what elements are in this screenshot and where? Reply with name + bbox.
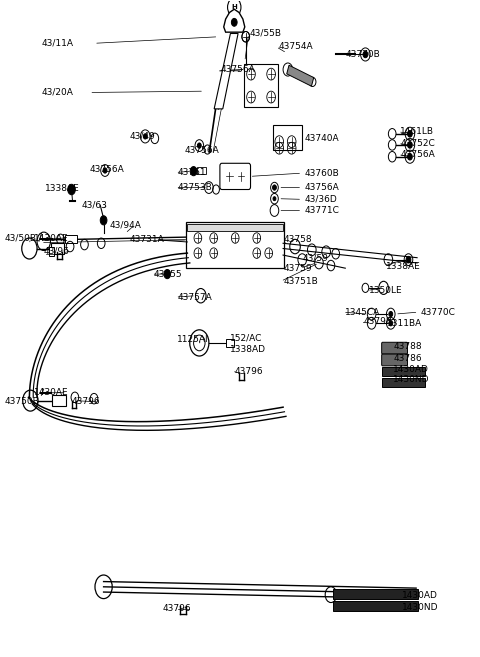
Text: 43/49: 43/49 [130, 132, 156, 141]
Text: 43751B: 43751B [283, 277, 318, 286]
Circle shape [144, 134, 147, 139]
Text: 43740A: 43740A [305, 134, 339, 143]
Text: 43757A: 43757A [178, 292, 213, 302]
Bar [48, 247, 54, 256]
Text: 43796: 43796 [234, 367, 263, 376]
Text: 1350LE: 1350LE [369, 286, 403, 295]
Circle shape [381, 344, 386, 352]
Text: 43798: 43798 [363, 317, 392, 327]
Text: 43/63: 43/63 [82, 201, 108, 210]
Text: 43/96: 43/96 [44, 246, 70, 256]
Text: 43760B: 43760B [305, 169, 339, 177]
Text: H: H [231, 4, 237, 11]
Text: 1338AD: 1338AD [229, 345, 265, 354]
Text: 43756A: 43756A [305, 183, 339, 192]
Text: 43756A: 43756A [89, 166, 124, 174]
Bar [197, 168, 205, 173]
Bar [187, 223, 283, 231]
Circle shape [68, 184, 75, 194]
Text: 1430AD: 1430AD [402, 591, 438, 600]
Text: 43788: 43788 [393, 342, 422, 351]
FancyBboxPatch shape [220, 164, 251, 189]
FancyBboxPatch shape [333, 600, 418, 611]
Bar [244, 64, 278, 107]
Circle shape [363, 51, 368, 58]
Circle shape [273, 185, 276, 190]
Text: 43771C: 43771C [305, 206, 339, 215]
Text: 1338AE: 1338AE [386, 261, 421, 271]
Text: 43754A: 43754A [278, 42, 313, 51]
Circle shape [389, 321, 393, 326]
Text: 1461LB: 1461LB [400, 127, 434, 136]
Text: 43756A: 43756A [400, 150, 435, 159]
FancyBboxPatch shape [382, 378, 425, 387]
FancyBboxPatch shape [333, 589, 418, 599]
Circle shape [190, 167, 197, 175]
Circle shape [408, 131, 412, 137]
Text: 1430ND: 1430ND [393, 375, 430, 384]
Bar [226, 339, 234, 347]
Text: 43750B: 43750B [4, 397, 39, 407]
Circle shape [381, 356, 386, 364]
Text: 43796: 43796 [162, 604, 191, 613]
Text: 43/36D: 43/36D [305, 195, 337, 204]
FancyBboxPatch shape [382, 342, 408, 354]
Circle shape [197, 143, 201, 148]
Circle shape [408, 154, 412, 160]
Text: 1125AI: 1125AI [177, 335, 208, 344]
Text: 1338AE: 1338AE [45, 185, 80, 193]
Text: 43/50B: 43/50B [4, 233, 36, 242]
Circle shape [389, 311, 393, 317]
Circle shape [408, 142, 412, 148]
Circle shape [231, 18, 237, 26]
Text: 43752C: 43752C [400, 139, 435, 148]
Text: 43/59: 43/59 [302, 253, 328, 262]
Text: 1430AD: 1430AD [393, 365, 429, 374]
Text: 43786: 43786 [393, 353, 422, 363]
Text: 43753B: 43753B [178, 183, 213, 192]
Text: 43796: 43796 [72, 397, 100, 407]
Bar [51, 243, 64, 254]
Text: 43/94A: 43/94A [110, 220, 142, 229]
Text: 43758: 43758 [283, 235, 312, 244]
Text: 1430ND: 1430ND [402, 602, 438, 612]
Text: 43755: 43755 [154, 269, 182, 279]
Circle shape [273, 196, 276, 200]
Circle shape [103, 168, 107, 173]
Text: 43/11A: 43/11A [41, 39, 73, 48]
Bar [52, 396, 66, 406]
Text: 43759: 43759 [283, 263, 312, 273]
Circle shape [164, 269, 170, 279]
Circle shape [100, 215, 107, 225]
FancyBboxPatch shape [382, 354, 408, 366]
Bar [273, 125, 302, 150]
Text: 43761: 43761 [178, 168, 206, 177]
Text: 43/20A: 43/20A [41, 88, 73, 97]
Text: 1430AE: 1430AE [34, 388, 69, 397]
Text: 1430AE: 1430AE [34, 233, 69, 242]
Circle shape [406, 256, 411, 263]
Polygon shape [224, 9, 245, 32]
FancyBboxPatch shape [186, 222, 284, 267]
Text: 43770B: 43770B [345, 50, 380, 59]
Text: 1311BA: 1311BA [387, 319, 423, 328]
Polygon shape [214, 34, 238, 109]
Text: 43756A: 43756A [221, 65, 256, 74]
Text: 43770C: 43770C [421, 307, 456, 317]
FancyBboxPatch shape [382, 367, 425, 376]
Text: 43731A: 43731A [130, 235, 165, 244]
Text: 43/55B: 43/55B [250, 29, 282, 38]
Polygon shape [287, 65, 314, 86]
Text: 43756A: 43756A [185, 146, 220, 154]
Text: 1345CA: 1345CA [345, 307, 381, 317]
Text: 152/AC: 152/AC [229, 334, 262, 343]
Bar [65, 235, 77, 243]
